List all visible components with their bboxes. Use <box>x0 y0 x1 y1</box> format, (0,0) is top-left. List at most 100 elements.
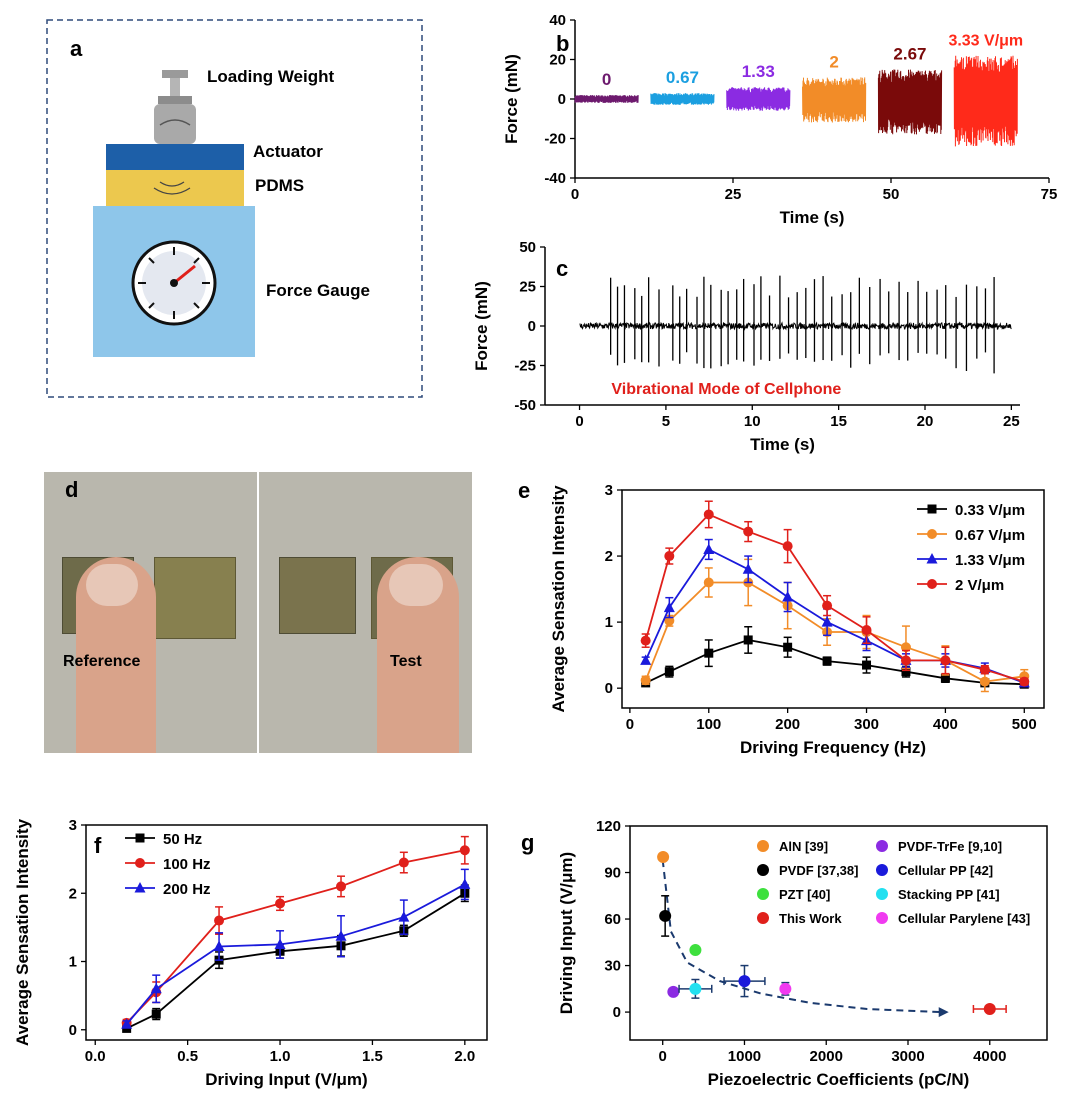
data-point <box>1019 676 1030 687</box>
data-point <box>738 975 751 988</box>
data-point <box>940 673 950 683</box>
legend-marker <box>876 864 888 876</box>
panel-c-letter: c <box>556 256 568 281</box>
thumbnail-nail <box>86 564 138 606</box>
data-point <box>979 676 990 687</box>
x-axis-title: Driving Input (V/μm) <box>205 1070 367 1089</box>
x-tick-label: 25 <box>725 186 742 203</box>
data-point <box>214 915 225 926</box>
series-label: 1.33 <box>742 62 775 81</box>
data-point <box>703 543 715 554</box>
legend-marker <box>876 912 888 924</box>
trend-arrowhead <box>938 1007 949 1018</box>
data-point <box>782 541 793 552</box>
legend-label: Stacking PP [41] <box>898 887 1000 902</box>
x-axis-title: Piezoelectric Coefficients (pC/N) <box>708 1070 970 1089</box>
x-tick-label: 75 <box>1041 186 1058 203</box>
series-line <box>644 548 1025 684</box>
panel-a-letter: a <box>70 36 83 61</box>
data-point <box>135 833 145 843</box>
panel-d-letter: d <box>65 477 78 502</box>
data-point <box>704 648 714 658</box>
x-tick-label: 2000 <box>810 1048 843 1065</box>
x-tick-label: 1.5 <box>362 1048 383 1065</box>
y-axis-title: Average Sensation Intensity <box>549 485 568 713</box>
y-tick-label: 2 <box>69 885 77 902</box>
x-tick-label: 0 <box>571 186 579 203</box>
label-test: Test <box>390 653 422 670</box>
y-tick-label: 0 <box>605 680 613 697</box>
series-label: 2.67 <box>893 44 926 63</box>
data-point <box>150 982 162 994</box>
photo-reference <box>44 472 257 753</box>
label-pdms: PDMS <box>255 176 304 195</box>
y-tick-label: 0 <box>69 1022 77 1039</box>
series-line <box>645 639 1025 686</box>
series-label: 0.67 <box>666 68 699 87</box>
data-point <box>900 655 911 666</box>
axes-e: 0 100 200 300 400 500 0 1 2 3 Driving Frequency (H… <box>549 482 1045 757</box>
data-point <box>979 664 990 675</box>
y-tick-label: 1 <box>69 954 77 971</box>
legend-label: AlN [39] <box>779 839 828 854</box>
data-point <box>659 909 672 922</box>
y-tick-label: 0 <box>528 318 536 335</box>
legend-label: 0.33 V/μm <box>955 502 1025 519</box>
series-line <box>126 892 466 1030</box>
series-label: 3.33 V/μm <box>948 33 1023 50</box>
data-point <box>743 526 754 537</box>
signal-trace <box>726 87 791 111</box>
label-reference: Reference <box>63 653 140 670</box>
data-point <box>336 881 347 892</box>
series <box>640 500 1030 687</box>
pdms-layer <box>106 170 244 206</box>
y-tick-label: 50 <box>519 239 536 256</box>
legend-label: PZT [40] <box>779 887 830 902</box>
data-point <box>783 642 793 652</box>
data-point <box>927 579 937 589</box>
data-point <box>275 898 286 909</box>
data-point <box>822 656 832 666</box>
data-point <box>703 509 714 520</box>
data-point <box>689 944 702 957</box>
data-point <box>664 667 674 677</box>
axes-f: 0.0 0.5 1.0 1.5 2.0 0 1 2 3 Driving Input (V/μm) A… <box>13 817 488 1089</box>
legend-marker <box>757 840 769 852</box>
series-group-b: 0 0.67 1.33 2 2.67 3.33 V/μm <box>574 33 1023 147</box>
data-point <box>151 1009 161 1019</box>
legend-g: AlN [39] PVDF [37,38] PZT [40] This Work PVD… <box>757 839 1030 926</box>
x-tick-label: 200 <box>775 716 800 733</box>
panel-f-letter: f <box>94 833 102 858</box>
y-tick-label: 90 <box>604 865 621 882</box>
series <box>121 835 470 1028</box>
x-tick-label: 10 <box>744 413 761 430</box>
x-axis-title: Time (s) <box>780 208 845 227</box>
series-line <box>126 883 466 1025</box>
legend-label: 200 Hz <box>163 881 211 898</box>
legend-label: This Work <box>779 911 842 926</box>
data-point <box>927 529 937 539</box>
data-point <box>640 654 652 665</box>
legend-marker <box>757 864 769 876</box>
y-tick-label: 20 <box>549 52 566 69</box>
series <box>122 884 470 1033</box>
panel-g-letter: g <box>521 830 534 855</box>
data-point <box>640 675 651 686</box>
y-tick-label: 3 <box>69 817 77 834</box>
legend-label: 100 Hz <box>163 856 211 873</box>
x-tick-label: 0 <box>659 1048 667 1065</box>
thumbnail-nail <box>389 564 443 606</box>
data-point <box>335 930 347 941</box>
signal-trace <box>802 77 867 123</box>
data-point <box>657 851 670 864</box>
x-tick-label: 300 <box>854 716 879 733</box>
series-label: 0 <box>602 70 611 89</box>
annotation-label: Vibrational Mode of Cellphone <box>611 381 841 398</box>
data-point <box>782 591 794 602</box>
data-point <box>926 553 938 564</box>
y-tick-label: 0 <box>613 1004 621 1021</box>
panel-b-letter: b <box>556 31 569 56</box>
